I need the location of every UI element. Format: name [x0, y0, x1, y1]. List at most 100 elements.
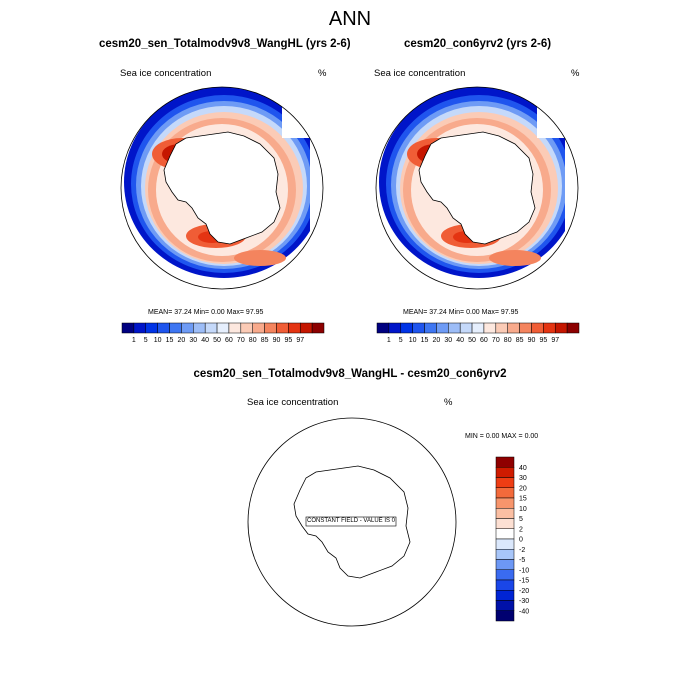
panel-3-max-value: 0.00	[524, 433, 539, 440]
panel-3-colorbar-tick-label: 0	[519, 537, 523, 544]
panel-3-units: %	[444, 397, 453, 408]
panel-2-colorbar-tick-label: 90	[528, 337, 536, 344]
panel-2-map	[375, 86, 579, 290]
panel-1-colorbar: 1 5 10 15 20 30 40 50 60 70 80 85 90 95 97	[121, 322, 325, 344]
panel-2-colorbar: 1 5 10 15 20 30 40 50 60 70 80 85 90 95 97	[376, 322, 580, 344]
panel-2-colorbar-tick-label: 85	[516, 337, 524, 344]
panel-3-min-label: MIN =	[465, 433, 484, 440]
panel-2-colorbar-box	[388, 322, 402, 334]
panel-3-subtitle: Sea ice concentration	[247, 397, 339, 408]
panel-1-min-label: Min=	[193, 309, 210, 316]
panel-1-colorbar-box	[264, 322, 277, 334]
panel-2-colorbar-box	[448, 322, 461, 334]
panel-2-colorbar-box	[424, 322, 437, 334]
panel-1-colorbar-box	[252, 322, 265, 334]
panel-3-colorbar-tick-label: -20	[519, 588, 529, 595]
panel-2-title: cesm20_con6yrv2 (yrs 2-6)	[404, 38, 552, 50]
panel-2-colorbar-box	[483, 322, 497, 334]
panel-2-colorbar-tick-label: 5	[399, 337, 403, 344]
panel-2-min-label: Min=	[448, 309, 465, 316]
panel-1-min-value: 0.00	[211, 309, 225, 316]
panel-3-colorbar-box	[495, 538, 515, 550]
panel-1-colorbar-tick-label: 15	[166, 337, 174, 344]
panel-2-colorbar-tick-label: 15	[421, 337, 429, 344]
panel-1-title: cesm20_sen_Totalmodv9v8_WangHL (yrs 2-6)	[99, 38, 351, 50]
panel-2-colorbar-box	[459, 322, 473, 334]
panel-3-max-label: MAX =	[501, 433, 523, 440]
panel-2-colorbar-tick-label: 97	[551, 337, 559, 344]
panel-1-subtitle: Sea ice concentration	[120, 68, 212, 79]
panel-2-max-label: Max=	[481, 309, 499, 316]
panel-1-mean-value: 37.24	[174, 309, 192, 316]
panel-3-colorbar-box	[495, 600, 515, 611]
panel-3-colorbar-box	[495, 569, 515, 581]
panel-1-colorbar-tick-label: 80	[249, 337, 257, 344]
panel-3-title: cesm20_sen_Totalmodv9v8_WangHL - cesm20_…	[193, 368, 507, 380]
panel-1-colorbar-box	[157, 322, 170, 334]
panel-3-colorbar-box	[495, 487, 515, 499]
panel-1-colorbar-tick-label: 30	[189, 337, 197, 344]
panel-1-colorbar-tick-label: 90	[273, 337, 281, 344]
panel-1-colorbar-box	[240, 322, 253, 334]
panel-3-map	[247, 417, 457, 627]
panel-2-subtitle: Sea ice concentration	[374, 68, 466, 79]
panel-3-colorbar-tick-label: 30	[519, 475, 527, 482]
panel-2-colorbar-tick-label: 20	[433, 337, 441, 344]
panel-2-min-value: 0.00	[466, 309, 480, 316]
panel-2-colorbar-box	[376, 322, 390, 334]
panel-3-colorbar-box	[495, 579, 515, 591]
panel-1-colorbar-box	[288, 322, 301, 334]
panel-1-colorbar-box	[145, 322, 158, 334]
panel-2-colorbar-box	[471, 322, 485, 334]
panel-3-colorbar-tick-label: 10	[519, 506, 527, 513]
panel-3-colorbar-tick-label: -5	[519, 557, 525, 564]
panel-1-colorbar-tick-label: 5	[144, 337, 148, 344]
figure-title: ANN	[328, 8, 372, 30]
panel-1-colorbar-tick-label: 97	[296, 337, 304, 344]
panel-2-colorbar-box	[400, 322, 413, 334]
panel-2-colorbar-box	[554, 322, 568, 334]
panel-2-colorbar-tick-label: 50	[468, 337, 476, 344]
panel-3-colorbar-box	[495, 528, 515, 540]
panel-2-max-value: 97.95	[500, 309, 519, 316]
panel-1-colorbar-box	[204, 322, 218, 334]
panel-3-colorbar-tick-label: 40	[519, 465, 527, 472]
panel-2-colorbar-box	[436, 322, 449, 334]
panel-1-map	[120, 86, 324, 290]
constant-field-box	[305, 516, 397, 527]
panel-2-colorbar-tick-label: 95	[539, 337, 547, 344]
panel-2-colorbar-tick-label: 70	[492, 337, 500, 344]
panel-3-colorbar-tick-label: 5	[519, 516, 523, 523]
panel-2-colorbar-box	[543, 322, 556, 334]
panel-1-colorbar-box	[181, 322, 194, 334]
panel-1-colorbar-tick-label: 10	[154, 337, 162, 344]
panel-1-colorbar-tick-label: 85	[261, 337, 269, 344]
panel-1-colorbar-box	[299, 322, 313, 334]
panel-1-max-value: 97.95	[245, 309, 264, 316]
panel-1-colorbar-tick-label: 60	[225, 337, 233, 344]
panel-2-colorbar-tick-label: 30	[444, 337, 452, 344]
panel-1-colorbar-tick-label: 95	[284, 337, 292, 344]
panel-1-colorbar-box	[276, 322, 289, 334]
panel-2-colorbar-tick-label: 1	[387, 337, 391, 344]
panel-1-colorbar-tick-label: 70	[237, 337, 245, 344]
panel-1-colorbar-box	[228, 322, 242, 334]
panel-3-colorbar-tick-label: 15	[519, 496, 527, 503]
panel-3-colorbar-box	[495, 559, 515, 570]
panel-3-colorbar-box	[495, 456, 515, 468]
panel-3-colorbar-tick-label: -30	[519, 598, 529, 605]
panel-2-colorbar-tick-label: 60	[480, 337, 488, 344]
panel-1-colorbar-tick-label: 1	[132, 337, 136, 344]
panel-1-colorbar-box	[133, 322, 147, 334]
panel-3-colorbar-box	[495, 477, 515, 488]
panel-1-units: %	[318, 68, 327, 79]
panel-3-colorbar-tick-label: -15	[519, 578, 529, 585]
panel-2-mean-value: 37.24	[429, 309, 447, 316]
panel-1-colorbar-box	[121, 322, 135, 334]
panel-2-colorbar-box	[412, 322, 425, 334]
panel-3-colorbar-box	[495, 590, 515, 601]
panel-1-colorbar-tick-label: 20	[178, 337, 186, 344]
panel-2-units: %	[571, 68, 580, 79]
panel-1-mean-label: MEAN=	[148, 309, 173, 316]
